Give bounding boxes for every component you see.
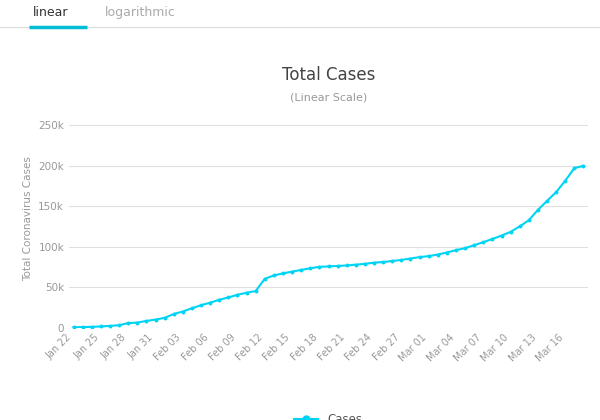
Point — [497, 232, 506, 239]
Point — [451, 247, 461, 254]
Point — [178, 308, 188, 315]
Point — [406, 255, 415, 262]
Point — [205, 299, 215, 306]
Point — [551, 189, 561, 195]
Point — [369, 259, 379, 266]
Point — [578, 163, 588, 169]
Point — [533, 207, 543, 213]
Point — [515, 223, 524, 230]
Point — [524, 217, 533, 223]
Point — [260, 276, 269, 282]
Point — [105, 323, 115, 329]
Point — [314, 263, 324, 270]
Point — [305, 265, 315, 272]
Point — [133, 319, 142, 326]
Point — [542, 197, 552, 204]
Point — [488, 236, 497, 242]
Point — [460, 245, 470, 252]
Point — [233, 291, 242, 298]
Point — [469, 242, 479, 249]
Point — [569, 165, 579, 171]
Legend: Cases: Cases — [290, 409, 367, 420]
Point — [187, 305, 197, 312]
Point — [379, 259, 388, 265]
Point — [114, 322, 124, 328]
Point — [151, 316, 160, 323]
Point — [351, 261, 361, 268]
Point — [278, 270, 288, 277]
Point — [296, 267, 306, 273]
Point — [442, 249, 452, 256]
Text: Total Cases: Total Cases — [282, 66, 376, 84]
Point — [269, 272, 278, 279]
Y-axis label: Total Coronavirus Cases: Total Coronavirus Cases — [23, 156, 33, 281]
Point — [324, 263, 334, 270]
Point — [242, 289, 251, 296]
Text: logarithmic: logarithmic — [105, 6, 176, 19]
Point — [388, 258, 397, 265]
Point — [214, 297, 224, 303]
Point — [69, 324, 79, 331]
Point — [196, 302, 206, 309]
Point — [433, 251, 443, 258]
Point — [360, 260, 370, 267]
Point — [478, 239, 488, 246]
Text: linear: linear — [33, 6, 68, 19]
Text: (Linear Scale): (Linear Scale) — [290, 93, 367, 103]
Point — [78, 324, 88, 331]
Point — [560, 177, 570, 184]
Point — [424, 253, 433, 260]
Point — [287, 268, 297, 275]
Point — [169, 311, 179, 318]
Point — [342, 262, 352, 269]
Point — [224, 294, 233, 301]
Point — [160, 315, 169, 321]
Point — [142, 318, 151, 324]
Point — [251, 288, 260, 294]
Point — [124, 320, 133, 326]
Point — [87, 323, 97, 330]
Point — [506, 228, 515, 235]
Point — [397, 257, 406, 263]
Point — [333, 262, 343, 269]
Point — [415, 254, 424, 260]
Point — [96, 323, 106, 330]
